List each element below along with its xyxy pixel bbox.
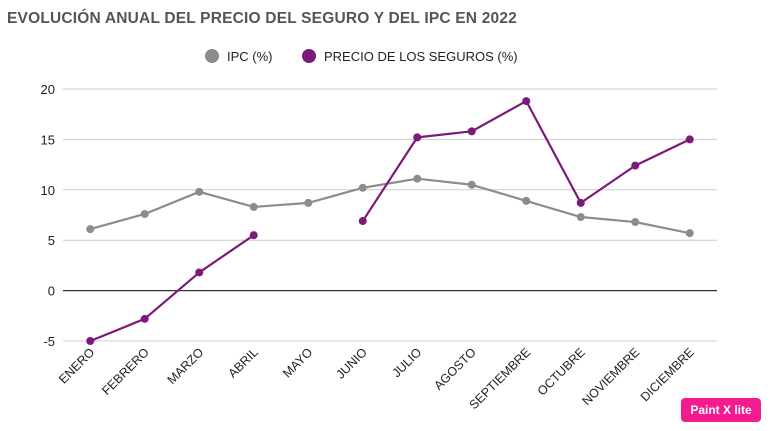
y-tick-label: 15 [41,132,55,147]
data-point [304,198,313,207]
x-tick-label: MAYO [280,345,315,380]
gridlines [63,88,717,342]
x-tick-label: AGOSTO [431,345,479,393]
data-point [685,135,694,144]
data-point [576,213,585,222]
data-point [249,202,258,211]
paint-x-lite-watermark: Paint X lite [681,398,761,422]
legend-label: IPC (%) [227,49,273,64]
y-tick-label: 20 [41,82,55,97]
y-tick-label: 10 [41,183,55,198]
legend-label: PRECIO DE LOS SEGUROS (%) [324,49,518,64]
x-tick-label: ABRIL [225,345,260,380]
data-point [467,127,476,136]
data-point [358,183,367,192]
data-point [358,217,367,226]
x-tick-label: NOVIEMBRE [579,345,642,408]
data-point [195,268,204,277]
x-tick-label: JULIO [389,345,424,380]
data-point [631,218,640,227]
data-point [522,97,531,106]
series-line [89,234,255,343]
series-layer [86,97,694,345]
series-line [89,177,690,235]
data-point [413,174,422,183]
data-point [467,180,476,189]
x-tick-label: DICIEMBRE [638,345,697,404]
y-axis-tick-labels: -5 0 5 10 15 20 [41,82,55,349]
data-point [86,225,95,234]
x-tick-label: JUNIO [333,345,370,382]
x-tick-label: MARZO [165,345,207,387]
legend: IPC (%) PRECIO DE LOS SEGUROS (%) [205,49,518,64]
data-point [413,133,422,142]
data-point [195,187,204,196]
data-point [522,196,531,205]
series-1 [86,174,694,238]
y-tick-label: 0 [48,284,55,299]
x-tick-label: ENERO [56,345,98,387]
data-point [249,231,258,240]
data-point [685,229,694,238]
data-point [86,337,95,345]
data-point [631,161,640,170]
data-point [140,209,149,218]
data-point [576,198,585,207]
series-2 [86,97,694,345]
data-point [140,314,149,323]
x-tick-label: FEBRERO [99,345,152,398]
x-tick-label: OCTUBRE [535,345,588,398]
legend-marker [205,49,219,63]
y-tick-label: -5 [43,334,55,349]
legend-marker [302,49,316,63]
y-tick-label: 5 [48,233,55,248]
chart-title: EVOLUCIÓN ANUAL DEL PRECIO DEL SEGURO Y … [7,10,517,27]
x-axis-tick-labels: ENERO FEBRERO MARZO ABRIL MAYO JUNIO JULIO AGOS… [56,345,697,412]
